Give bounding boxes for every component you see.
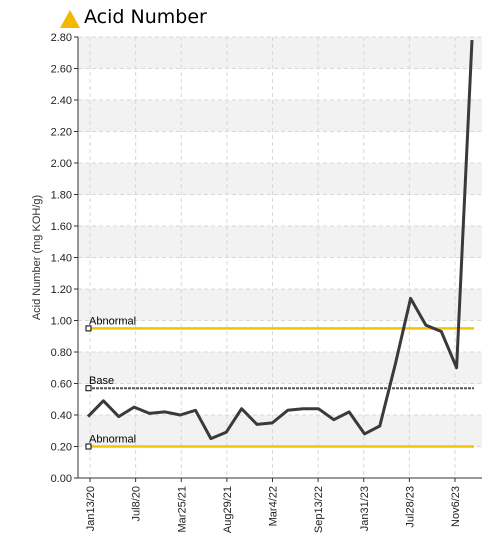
y-tick-label: 1.80 <box>51 190 72 202</box>
x-tick-label: Jan13/20 <box>85 486 97 531</box>
x-tick-label: Nov6/23 <box>450 486 462 527</box>
reference-marker <box>85 325 92 332</box>
x-tick-label: Sep13/22 <box>313 486 325 533</box>
reference-marker <box>85 443 92 450</box>
grid-band <box>78 415 482 447</box>
chart-title: Acid Number <box>84 6 207 28</box>
grid-band <box>78 226 482 258</box>
x-tick-label: Aug29/21 <box>222 486 234 533</box>
x-tick-label: Mar4/22 <box>268 486 280 526</box>
y-tick-label: 2.40 <box>51 95 72 107</box>
y-tick-label: 2.20 <box>51 127 72 139</box>
y-tick-label: 0.60 <box>51 379 72 391</box>
y-tick-label: 1.60 <box>51 221 72 233</box>
x-tick-label: Jul8/20 <box>131 486 143 521</box>
y-tick-label: 0.00 <box>51 473 72 485</box>
x-tick-label: Jul28/23 <box>404 486 416 528</box>
reference-label: Abnormal <box>89 434 136 446</box>
series-line <box>86 40 474 441</box>
reference-marker <box>85 385 92 392</box>
y-tick-label: 0.20 <box>51 442 72 454</box>
grid-band <box>78 37 482 69</box>
grid-band <box>78 100 482 132</box>
y-tick-label: 2.60 <box>51 64 72 76</box>
y-axis-label: Acid Number (mg KOH/g) <box>31 195 43 320</box>
y-tick-label: 2.00 <box>51 158 72 170</box>
warning-triangle-icon <box>60 10 80 28</box>
y-tick-label: 1.20 <box>51 284 72 296</box>
y-tick-label: 2.80 <box>51 32 72 44</box>
reference-label: Abnormal <box>89 315 136 327</box>
x-tick-label: Jan31/23 <box>359 486 371 531</box>
y-tick-label: 0.40 <box>51 410 72 422</box>
y-tick-label: 1.00 <box>51 316 72 328</box>
x-tick-label: Mar25/21 <box>176 486 188 532</box>
reference-label: Base <box>89 375 114 387</box>
grid-band <box>78 163 482 195</box>
grid-band <box>78 352 482 384</box>
y-tick-label: 1.40 <box>51 253 72 265</box>
y-tick-label: 0.80 <box>51 347 72 359</box>
